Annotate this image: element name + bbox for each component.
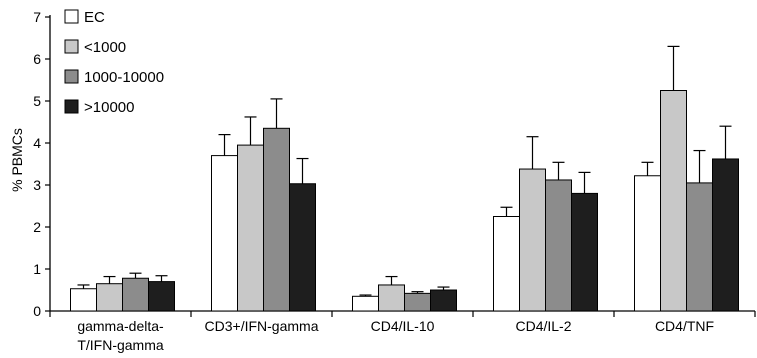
legend: EC <1000 1000-10000 >10000 (64, 9, 164, 116)
bar (404, 292, 431, 312)
bar (634, 175, 661, 312)
legend-swatch (64, 9, 79, 24)
legend-swatch (64, 69, 79, 84)
y-tick-label: 0 (33, 303, 41, 319)
x-axis-labels: gamma-delta- T/IFN-gamma CD3+/IFN-gamma CD4… (77, 318, 714, 353)
legend-swatch (64, 39, 79, 54)
y-tick-label: 5 (33, 93, 41, 109)
legend-label: 1000-10000 (84, 69, 164, 86)
y-tick-label: 4 (33, 135, 41, 151)
x-tick-label: T/IFN-gamma (77, 337, 164, 353)
x-tick-label: CD4/TNF (655, 318, 714, 334)
y-axis-title-group: % PBMCs (9, 128, 25, 192)
y-tick-label: 3 (33, 177, 41, 193)
bar (289, 183, 316, 312)
x-tick-label: CD4/IL-2 (515, 318, 571, 334)
bar (660, 90, 687, 312)
bar (96, 283, 123, 312)
legend-label: <1000 (84, 39, 126, 56)
x-tick-label: gamma-delta- (77, 318, 164, 334)
legend-label: >10000 (84, 99, 134, 116)
y-tick-label: 6 (33, 51, 41, 67)
legend-swatch (64, 99, 79, 114)
bar (352, 295, 379, 312)
bar (211, 155, 238, 312)
bar (571, 192, 598, 312)
bar (519, 168, 546, 312)
bar (545, 179, 572, 312)
y-axis-title: % PBMCs (9, 128, 25, 192)
y-tick-label: 2 (33, 219, 41, 235)
bar (263, 127, 290, 312)
bar (686, 182, 713, 312)
bar (493, 216, 520, 312)
bar (430, 289, 457, 312)
bar (378, 284, 405, 312)
y-tick-label: 7 (33, 9, 41, 25)
x-tick-label: CD3+/IFN-gamma (205, 318, 319, 334)
legend-label: EC (84, 9, 105, 26)
bar (237, 144, 264, 312)
bars-layer (70, 45, 739, 312)
bar (148, 281, 175, 312)
x-tick-label: CD4/IL-10 (371, 318, 435, 334)
bar (122, 277, 149, 312)
bar (70, 288, 97, 312)
y-tick-label: 1 (33, 261, 41, 277)
bar (712, 158, 739, 312)
